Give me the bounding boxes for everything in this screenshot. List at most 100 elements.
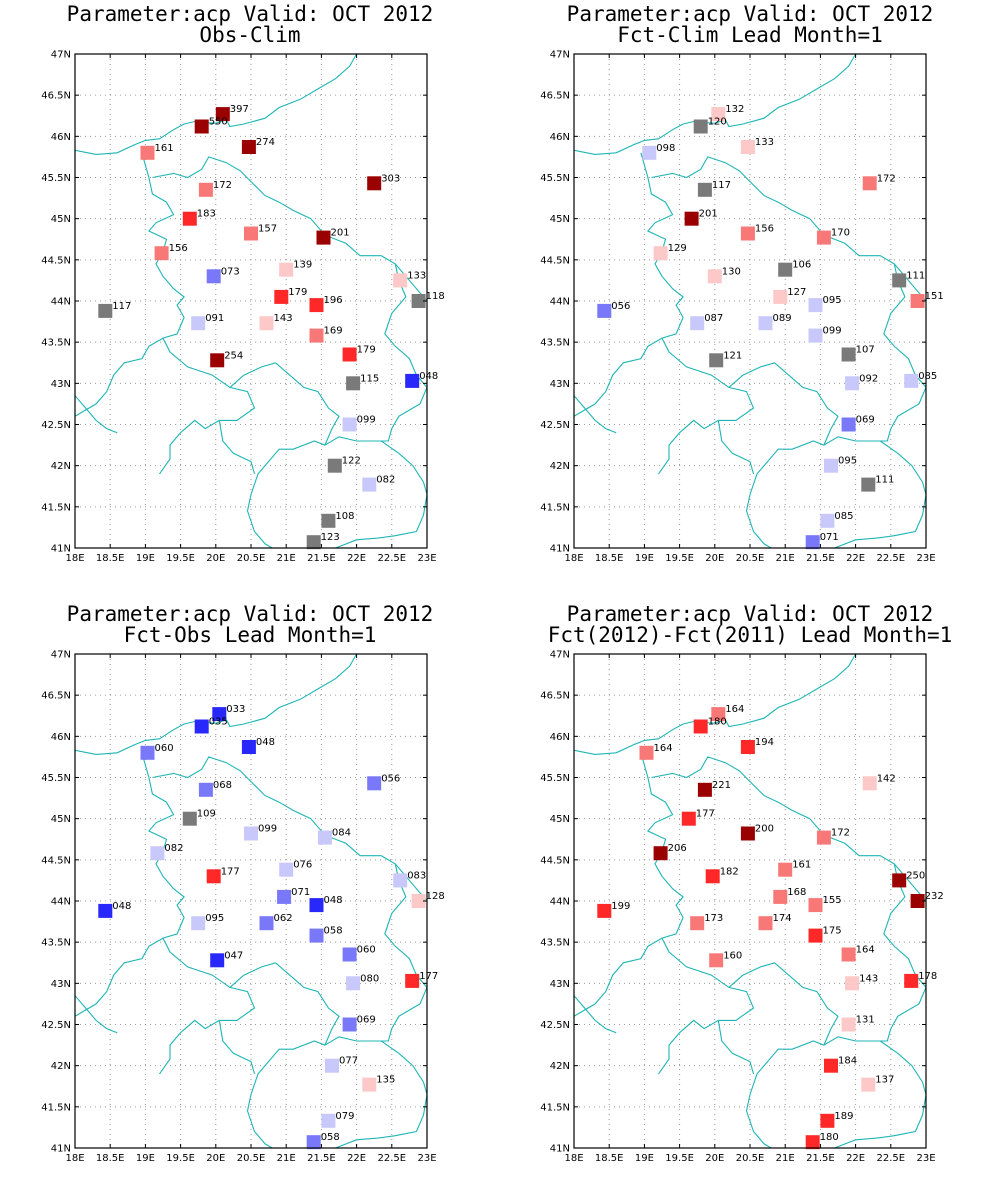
x-tick-label: 20E (705, 1153, 724, 1164)
station-marker (362, 1077, 377, 1092)
station-marker (824, 458, 838, 473)
station-value-label: 120 (708, 117, 727, 128)
station-marker (279, 862, 294, 877)
station-value-label: 173 (704, 913, 723, 924)
y-tick-label: 41N (51, 544, 71, 555)
x-tick-label: 21.5E (307, 553, 336, 564)
station-value-label: 069 (856, 415, 875, 426)
y-tick-label: 43.5N (540, 938, 570, 949)
station-value-label: 123 (321, 532, 340, 543)
station-value-label: 206 (668, 843, 687, 854)
station-value-label: 062 (274, 913, 293, 924)
station-marker (653, 246, 668, 261)
station-marker (597, 303, 612, 318)
station-value-label: 098 (656, 143, 675, 154)
station-value-label: 172 (213, 180, 232, 191)
y-tick-label: 46.5N (41, 691, 71, 702)
border-line (651, 756, 926, 902)
station-marker (259, 316, 274, 331)
gridlines (74, 653, 428, 1149)
station-marker (709, 953, 724, 968)
x-tick-label: 21E (277, 1153, 296, 1164)
station-value-label: 129 (668, 243, 687, 254)
x-tick-label: 23E (916, 1153, 935, 1164)
y-tick-label: 41N (51, 1144, 71, 1155)
station-value-label: 169 (324, 326, 343, 337)
x-tick-label: 20E (206, 1153, 225, 1164)
station-marker (321, 1113, 336, 1128)
station-marker (140, 145, 155, 160)
station-value-label: 089 (773, 313, 792, 324)
station-marker (194, 119, 209, 134)
station-marker (861, 1077, 876, 1092)
station-marker (210, 353, 225, 368)
map-panel-4: Parameter:acp Valid: OCT 2012Fct(2012)-F… (540, 602, 952, 1164)
y-tick-label: 46.5N (540, 691, 570, 702)
station-marker (98, 303, 113, 318)
border-line (834, 440, 926, 548)
station-value-label: 142 (877, 773, 896, 784)
station-value-label: 099 (357, 415, 376, 426)
station-marker (820, 1113, 835, 1128)
station-marker (808, 298, 823, 313)
station-marker (778, 862, 793, 877)
station-value-label: 048 (256, 737, 275, 748)
station-value-label: 139 (293, 260, 312, 271)
x-tick-label: 18E (564, 553, 583, 564)
station-markers: 033 035 060 048 056 068 109 099 084 082 177 076 083 0… (98, 704, 445, 1150)
station-value-label: 107 (856, 345, 875, 356)
station-marker (154, 246, 169, 261)
y-tick-label: 45.5N (540, 773, 570, 784)
country-borders (75, 654, 427, 1148)
station-value-label: 156 (755, 224, 774, 235)
y-tick-label: 45.5N (41, 173, 71, 184)
station-value-label: 194 (755, 737, 774, 748)
station-value-label: 151 (925, 291, 944, 302)
station-value-label: 084 (332, 828, 351, 839)
border-line (728, 962, 839, 1046)
y-tick-label: 42.5N (540, 420, 570, 431)
x-tick-label: 19.5E (166, 553, 195, 564)
station-marker (841, 947, 856, 962)
station-value-label: 127 (787, 287, 806, 298)
y-tick-label: 42N (51, 1061, 71, 1072)
x-tick-label: 19.5E (665, 1153, 694, 1164)
station-marker (342, 947, 357, 962)
station-marker (711, 707, 726, 722)
station-value-label: 095 (838, 456, 857, 467)
station-value-label: 155 (823, 895, 842, 906)
y-tick-label: 45N (550, 214, 570, 225)
station-value-label: 172 (877, 173, 896, 184)
station-marker (845, 976, 860, 991)
panel-title: Parameter:acp Valid: OCT 2012 (567, 2, 934, 26)
x-tick-label: 18.5E (595, 553, 624, 564)
station-marker (773, 889, 788, 904)
station-value-label: 196 (324, 295, 343, 306)
border-line (717, 1020, 755, 1075)
station-marker (690, 316, 705, 331)
y-tick-label: 45.5N (540, 173, 570, 184)
station-marker (808, 898, 823, 913)
station-value-label: 156 (169, 243, 188, 254)
station-value-label: 069 (357, 1015, 376, 1026)
y-tick-label: 47N (51, 50, 71, 61)
station-value-label: 177 (221, 866, 240, 877)
y-tick-label: 43N (550, 979, 570, 990)
station-marker (191, 916, 206, 931)
station-marker (244, 826, 258, 841)
y-tick-label: 41.5N (41, 1102, 71, 1113)
station-marker (910, 894, 925, 908)
border-line (75, 395, 118, 434)
station-value-label: 137 (875, 1075, 894, 1086)
y-tick-label: 42N (550, 1061, 570, 1072)
station-marker (194, 719, 209, 734)
station-value-label: 397 (230, 104, 249, 115)
x-tick-label: 23E (417, 553, 436, 564)
station-marker (316, 230, 331, 245)
station-value-label: 170 (831, 228, 850, 239)
y-tick-label: 46.5N (41, 91, 71, 102)
y-tick-label: 44.5N (41, 255, 71, 266)
station-value-label: 179 (357, 345, 376, 356)
station-value-label: 048 (324, 895, 343, 906)
